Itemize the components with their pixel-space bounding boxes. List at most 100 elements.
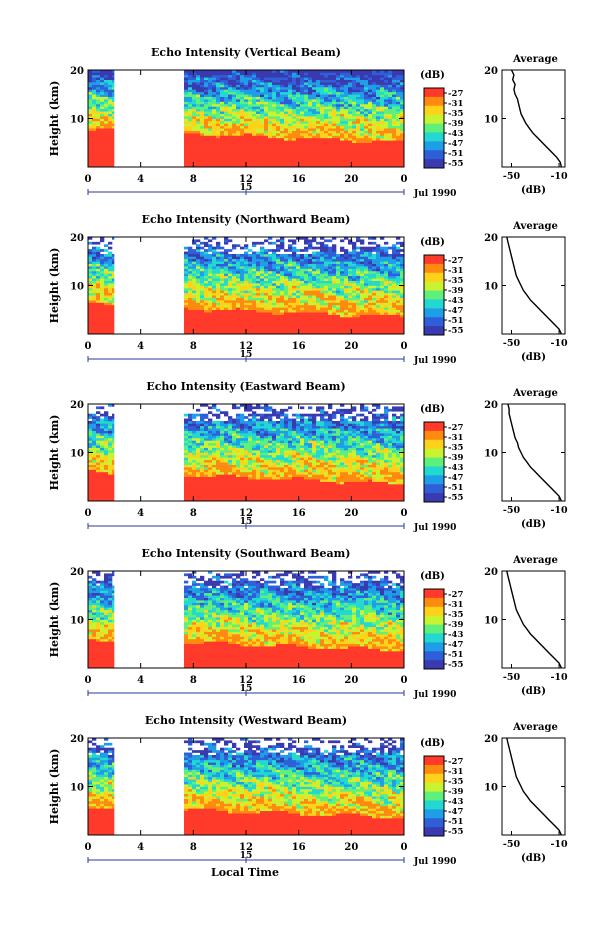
heatmap-cell xyxy=(208,286,212,289)
heatmap-cell xyxy=(352,288,356,291)
heatmap-cell xyxy=(196,300,200,303)
heatmap-cell xyxy=(324,89,328,92)
heatmap-cell xyxy=(228,290,232,293)
heatmap-cell xyxy=(228,160,232,163)
heatmap-cell xyxy=(312,322,316,325)
heatmap-cell xyxy=(264,145,268,148)
heatmap-cell xyxy=(332,89,336,92)
heatmap-cell xyxy=(88,428,92,431)
heatmap-cell xyxy=(272,324,276,327)
heatmap-cell xyxy=(348,133,352,136)
heatmap-cell xyxy=(336,283,340,286)
heatmap-cell xyxy=(276,126,280,129)
heatmap-cell xyxy=(396,75,400,78)
heatmap-cell xyxy=(348,155,352,158)
heatmap-cell xyxy=(348,273,352,276)
heatmap-cell xyxy=(260,305,264,308)
heatmap-cell xyxy=(244,281,248,284)
heatmap-cell xyxy=(336,150,340,153)
heatmap-cell xyxy=(216,281,220,284)
heatmap-cell xyxy=(324,135,328,138)
heatmap-cell xyxy=(264,133,268,136)
heatmap-cell xyxy=(272,119,276,122)
heatmap-cell xyxy=(88,288,92,291)
heatmap-cell xyxy=(392,283,396,286)
heatmap-cell xyxy=(356,152,360,155)
heatmap-cell xyxy=(264,111,268,114)
heatmap-cell xyxy=(200,312,204,315)
heatmap-cell xyxy=(324,152,328,155)
heatmap-cell xyxy=(100,157,104,160)
heatmap-cell xyxy=(376,276,380,279)
heatmap-cell xyxy=(216,288,220,291)
heatmap-cell xyxy=(316,119,320,122)
heatmap-cell xyxy=(248,293,252,296)
heatmap-cell xyxy=(356,155,360,158)
heatmap-cell xyxy=(296,145,300,148)
heatmap-cell xyxy=(96,162,100,165)
heatmap-cell xyxy=(204,155,208,158)
heatmap-cell xyxy=(228,283,232,286)
heatmap-cell xyxy=(92,104,96,107)
heatmap-cell xyxy=(264,286,268,289)
heatmap-cell xyxy=(344,307,348,310)
heatmap-cell xyxy=(344,157,348,160)
heatmap-cell xyxy=(208,140,212,143)
heatmap-cell xyxy=(264,283,268,286)
heatmap-cell xyxy=(320,271,324,274)
heatmap-cell xyxy=(188,312,192,315)
heatmap-cell xyxy=(320,143,324,146)
heatmap-cell xyxy=(328,128,332,131)
heatmap-cell xyxy=(368,128,372,131)
heatmap-cell xyxy=(388,307,392,310)
heatmap-cell xyxy=(360,106,364,109)
heatmap-cell xyxy=(88,77,92,80)
heatmap-cell xyxy=(360,273,364,276)
heatmap-cell xyxy=(224,324,228,327)
heatmap-cell xyxy=(304,261,308,264)
heatmap-cell xyxy=(312,283,316,286)
heatmap-cell xyxy=(288,312,292,315)
heatmap-cell xyxy=(268,286,272,289)
colorbar-segment xyxy=(424,317,444,326)
heatmap-cell xyxy=(232,290,236,293)
heatmap-cell xyxy=(264,266,268,269)
heatmap-cell xyxy=(372,298,376,301)
heatmap-cell xyxy=(316,102,320,105)
heatmap-cell xyxy=(100,319,104,322)
heatmap-cell xyxy=(200,143,204,146)
heatmap-cell xyxy=(372,104,376,107)
heatmap-cell xyxy=(352,157,356,160)
heatmap-cell xyxy=(360,82,364,85)
heatmap-cell xyxy=(320,254,324,257)
heatmap-cell xyxy=(328,305,332,308)
heatmap-cell xyxy=(300,143,304,146)
heatmap-cell xyxy=(260,247,264,250)
heatmap-cell xyxy=(252,126,256,129)
heatmap-cell xyxy=(304,312,308,315)
heatmap-cell xyxy=(252,252,256,255)
heatmap-cell xyxy=(100,155,104,158)
heatmap-cell xyxy=(188,123,192,126)
heatmap-cell xyxy=(336,305,340,308)
heatmap-cell xyxy=(368,271,372,274)
heatmap-cell xyxy=(348,116,352,119)
heatmap-cell xyxy=(92,80,96,83)
heatmap-cell xyxy=(312,77,316,80)
heatmap-cell xyxy=(220,286,224,289)
heatmap-cell xyxy=(264,102,268,105)
heatmap-cell xyxy=(336,135,340,138)
heatmap-cell xyxy=(244,126,248,129)
heatmap-cell xyxy=(248,298,252,301)
heatmap-cell xyxy=(396,82,400,85)
heatmap-cell xyxy=(204,119,208,122)
heatmap-cell xyxy=(368,266,372,269)
heatmap-cell xyxy=(320,97,324,100)
heatmap-cell xyxy=(328,94,332,97)
heatmap-cell xyxy=(396,300,400,303)
heatmap-cell xyxy=(212,269,216,272)
heatmap-cell xyxy=(104,310,108,313)
heatmap-cell xyxy=(220,259,224,262)
heatmap-cell xyxy=(100,97,104,100)
heatmap-cell xyxy=(184,140,188,143)
